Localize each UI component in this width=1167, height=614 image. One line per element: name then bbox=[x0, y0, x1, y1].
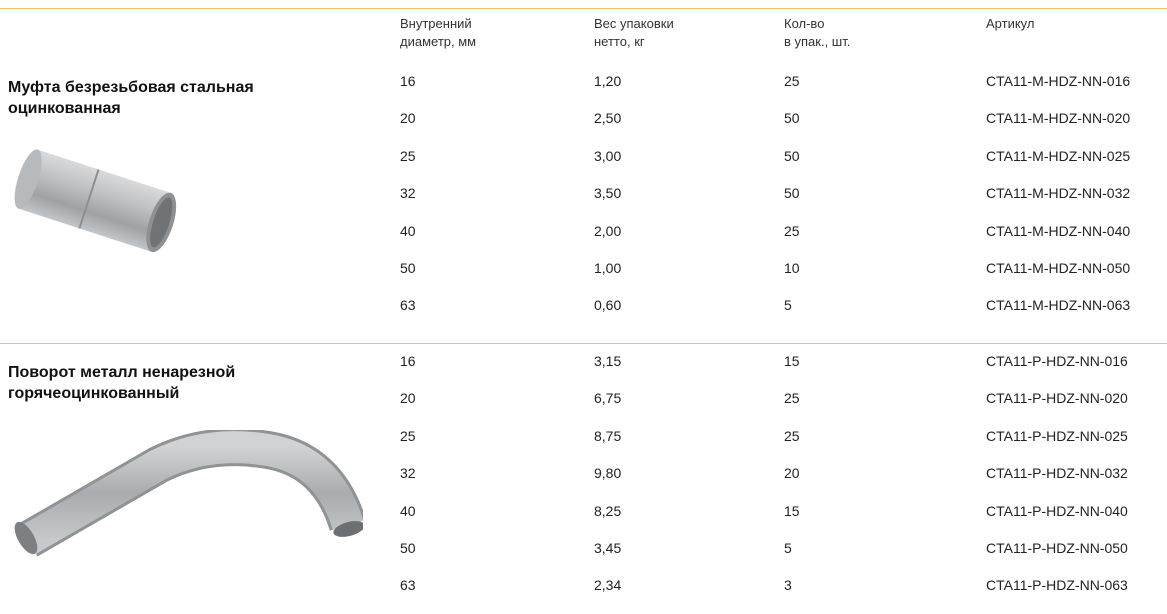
table-cell: 3 bbox=[784, 577, 792, 594]
table-cell: CTA11-M-HDZ-NN-016 bbox=[986, 73, 1131, 89]
table-cell: CTA11-M-HDZ-NN-020 bbox=[986, 110, 1131, 127]
column-header: Вес упаковки bbox=[594, 16, 674, 31]
bend-image bbox=[14, 430, 363, 557]
product-title: оцинкованная bbox=[8, 100, 121, 117]
table-cell: CTA11-P-HDZ-NN-050 bbox=[986, 540, 1128, 556]
table-cell: 25 bbox=[784, 390, 800, 407]
table-cell: 10 bbox=[784, 260, 800, 276]
table-cell: 25 bbox=[784, 73, 800, 89]
table-cell: 8,75 bbox=[594, 427, 622, 444]
table-cell: 2,34 bbox=[594, 577, 622, 594]
column-header: нетто, кг bbox=[594, 34, 645, 49]
table-cell: 1,20 bbox=[594, 73, 622, 89]
table-cell: CTA11-P-HDZ-NN-016 bbox=[986, 353, 1128, 369]
table-cell: CTA11-M-HDZ-NN-040 bbox=[986, 222, 1131, 239]
table-cell: 50 bbox=[784, 147, 800, 164]
table-cell: 50 bbox=[400, 260, 416, 276]
table-cell: 8,25 bbox=[594, 502, 622, 519]
table-cell: CTA11-P-HDZ-NN-020 bbox=[986, 390, 1128, 407]
table-cell: 20 bbox=[400, 390, 416, 407]
table-cell: 50 bbox=[784, 110, 800, 127]
table-cell: 9,80 bbox=[594, 465, 622, 482]
table-cell: CTA11-P-HDZ-NN-040 bbox=[986, 502, 1128, 519]
table-cell: 5 bbox=[784, 540, 792, 556]
product-title: Поворот металл ненарезной bbox=[8, 364, 236, 381]
column-header: диаметр, мм bbox=[400, 34, 477, 49]
table-cell: 25 bbox=[784, 427, 800, 444]
table-cell: 3,45 bbox=[594, 540, 622, 556]
table-cell: CTA11-P-HDZ-NN-032 bbox=[986, 465, 1128, 482]
table-cell: 16 bbox=[400, 353, 416, 369]
table-cell: 50 bbox=[400, 540, 416, 556]
table-cell: 63 bbox=[400, 297, 416, 314]
product-title: горячеоцинкованный bbox=[8, 385, 180, 402]
table-cell: CTA11-M-HDZ-NN-025 bbox=[986, 147, 1131, 164]
table-cell: 15 bbox=[784, 353, 800, 369]
table-cell: 6,75 bbox=[594, 390, 622, 407]
section-rule bbox=[0, 343, 1167, 344]
column-header: Кол-во bbox=[784, 16, 825, 31]
table-cell: 3,00 bbox=[594, 147, 622, 164]
table-cell: 25 bbox=[784, 222, 800, 239]
table-cell: CTA11-M-HDZ-NN-063 bbox=[986, 297, 1131, 314]
product-title: Муфта безрезьбовая стальная bbox=[8, 79, 254, 96]
table-cell: 3,50 bbox=[594, 185, 622, 202]
table-cell: 25 bbox=[400, 427, 416, 444]
table-cell: 40 bbox=[400, 222, 416, 239]
table-cell: 20 bbox=[784, 465, 800, 482]
top-rule bbox=[0, 8, 1167, 9]
table-cell: 63 bbox=[400, 577, 416, 594]
table-cell: 40 bbox=[400, 502, 416, 519]
table-cell: CTA11-M-HDZ-NN-050 bbox=[986, 260, 1131, 276]
table-cell: 3,15 bbox=[594, 353, 622, 369]
column-header: Внутренний bbox=[400, 16, 472, 31]
table-cell: 50 bbox=[784, 185, 800, 202]
table-cell: 25 bbox=[400, 147, 416, 164]
table-cell: 2,00 bbox=[594, 222, 622, 239]
table-cell: 1,00 bbox=[594, 260, 622, 276]
table-cell: CTA11-P-HDZ-NN-025 bbox=[986, 427, 1128, 444]
table-cell: 16 bbox=[400, 73, 416, 89]
table-cell: CTA11-P-HDZ-NN-063 bbox=[986, 577, 1128, 594]
table-cell: 15 bbox=[784, 502, 800, 519]
table-cell: CTA11-M-HDZ-NN-032 bbox=[986, 185, 1131, 202]
table-cell: 20 bbox=[400, 110, 416, 127]
table-cell: 0,60 bbox=[594, 297, 622, 314]
table-cell: 5 bbox=[784, 297, 792, 314]
table-cell: 32 bbox=[400, 465, 416, 482]
table-cell: 2,50 bbox=[594, 110, 622, 127]
column-header: Артикул bbox=[986, 16, 1035, 31]
coupling-image bbox=[14, 149, 177, 253]
column-header: в упак., шт. bbox=[784, 34, 851, 49]
table-cell: 32 bbox=[400, 185, 416, 202]
